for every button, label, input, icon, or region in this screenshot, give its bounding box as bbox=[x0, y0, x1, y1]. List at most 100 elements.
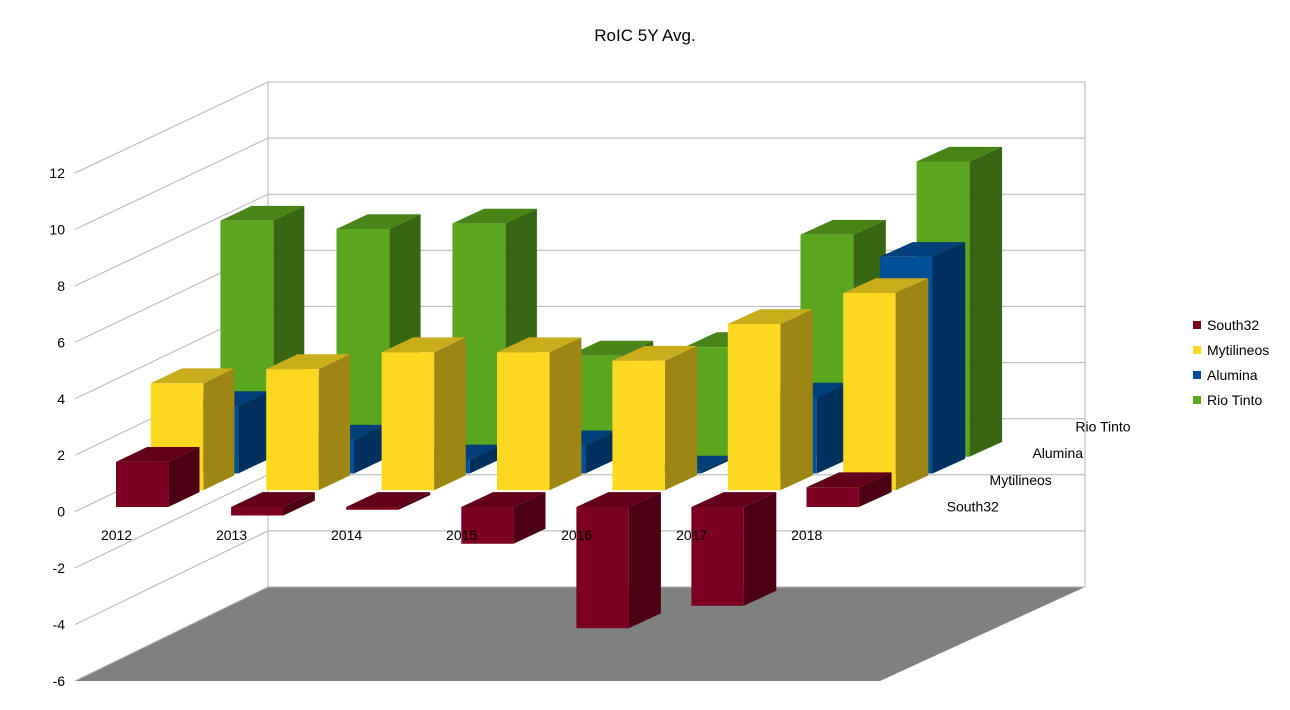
legend-swatch-alumina bbox=[1193, 370, 1201, 379]
bar-side bbox=[549, 337, 582, 491]
bar-south32-2012 bbox=[116, 447, 200, 507]
y-tick-label: 10 bbox=[49, 221, 65, 237]
legend-swatch-mytilineos bbox=[1193, 345, 1201, 354]
bar-side bbox=[398, 492, 431, 510]
bar-side bbox=[238, 391, 270, 474]
bar-side bbox=[628, 492, 661, 629]
x-axis-tick-labels: 2012 2013 2014 2015 2016 2017 2018 bbox=[101, 527, 823, 543]
bar-front bbox=[576, 507, 629, 629]
bar-top bbox=[879, 242, 966, 257]
depth-axis-series-labels: South32 Mytilineos Alumina Rio Tinto bbox=[947, 418, 1131, 514]
bar-mytilineos-2015 bbox=[497, 337, 582, 491]
bar-top bbox=[150, 368, 235, 384]
bar-top bbox=[727, 309, 813, 324]
y-axis-tick-labels: 12 10 8 6 4 2 0 -2 -4 -6 bbox=[49, 165, 65, 689]
depth-series-label-mytilineos: Mytilineos bbox=[990, 472, 1052, 488]
bar-top bbox=[916, 146, 1003, 162]
bar-mytilineos-2013 bbox=[266, 354, 351, 491]
bar-side bbox=[203, 368, 235, 491]
y-tick-label: -2 bbox=[53, 560, 66, 576]
x-tick-label: 2012 bbox=[101, 527, 132, 543]
bar-side bbox=[743, 492, 777, 606]
bar-south32-2013 bbox=[231, 492, 315, 516]
bar-side bbox=[701, 455, 734, 474]
x-tick-label: 2015 bbox=[446, 527, 477, 543]
bar-front bbox=[461, 507, 514, 544]
bar-side bbox=[283, 492, 315, 516]
y-tick-label: -6 bbox=[53, 673, 66, 689]
y-tick-label: 8 bbox=[57, 278, 65, 294]
x-tick-label: 2016 bbox=[561, 527, 592, 543]
x-tick-label: 2013 bbox=[216, 527, 247, 543]
y-tick-label: 0 bbox=[57, 504, 65, 520]
bar-side bbox=[895, 278, 929, 491]
chart-title: RoIC 5Y Avg. bbox=[594, 26, 696, 45]
bar-front bbox=[806, 487, 859, 507]
legend-label-rio-tinto: Rio Tinto bbox=[1207, 391, 1263, 408]
bar-front bbox=[612, 360, 665, 491]
chart-floor bbox=[75, 587, 1085, 681]
bar-top bbox=[568, 340, 654, 356]
bar-side bbox=[932, 242, 966, 474]
bar-side bbox=[434, 337, 466, 491]
x-tick-label: 2014 bbox=[331, 527, 362, 543]
bar-front bbox=[727, 324, 781, 491]
bar-side bbox=[513, 492, 546, 544]
bar-top bbox=[220, 205, 305, 221]
legend-label-alumina: Alumina bbox=[1207, 366, 1258, 383]
bar-side bbox=[354, 424, 386, 474]
bar-top bbox=[576, 492, 661, 507]
y-tick-label: 12 bbox=[49, 165, 65, 181]
legend-item-rio-tinto[interactable]: Rio Tinto bbox=[1193, 387, 1269, 412]
bar-top bbox=[800, 219, 886, 235]
bar-south32-2018 bbox=[806, 472, 892, 507]
x-tick-label: 2017 bbox=[676, 527, 707, 543]
bar-top bbox=[266, 354, 351, 370]
legend-item-mytilineos[interactable]: Mytilineos bbox=[1193, 337, 1269, 362]
bar-side bbox=[780, 309, 813, 491]
chart-bars bbox=[116, 146, 1003, 629]
bar-top bbox=[691, 492, 777, 507]
bar-front bbox=[231, 507, 284, 516]
bar-top bbox=[116, 447, 200, 462]
bar-side bbox=[318, 354, 351, 491]
y-tick-label: 4 bbox=[57, 391, 65, 407]
bar-front bbox=[691, 507, 744, 606]
bar-south32-2015 bbox=[461, 492, 546, 544]
bar-side bbox=[858, 472, 892, 507]
bar-front bbox=[116, 461, 169, 507]
legend-label-mytilineos: Mytilineos bbox=[1207, 341, 1270, 358]
bar-mytilineos-2016 bbox=[612, 345, 698, 491]
bar-side bbox=[969, 146, 1003, 457]
bar-side bbox=[469, 444, 502, 474]
bar-south32-2017 bbox=[691, 492, 777, 606]
y-tick-label: -4 bbox=[53, 617, 66, 633]
bar-top bbox=[461, 492, 546, 507]
bar-front bbox=[684, 347, 738, 457]
y-tick-label: 2 bbox=[57, 447, 65, 463]
depth-series-label-rio-tinto: Rio Tinto bbox=[1075, 418, 1130, 434]
depth-series-label-south32: South32 bbox=[947, 499, 999, 515]
bar-front bbox=[843, 293, 896, 491]
bar-south32-2014 bbox=[346, 492, 431, 510]
bar-front bbox=[497, 352, 550, 491]
bar-front bbox=[266, 369, 319, 491]
bar-top bbox=[806, 472, 892, 488]
bar-south32-2016 bbox=[576, 492, 661, 629]
bar-top bbox=[452, 208, 537, 224]
depth-series-label-alumina: Alumina bbox=[1032, 445, 1083, 461]
legend-swatch-rio-tinto bbox=[1193, 395, 1201, 404]
bar-side bbox=[168, 447, 200, 507]
bar-top bbox=[497, 337, 582, 353]
bar-top bbox=[381, 337, 466, 353]
bar-front bbox=[381, 352, 435, 491]
bar-top bbox=[336, 214, 421, 229]
bar-mytilineos-2017 bbox=[727, 309, 813, 491]
bar-top bbox=[346, 492, 431, 507]
bar-top bbox=[231, 492, 315, 507]
legend-item-south32[interactable]: South32 bbox=[1193, 312, 1269, 337]
legend-item-alumina[interactable]: Alumina bbox=[1193, 362, 1269, 387]
bar-side bbox=[816, 382, 850, 474]
bar-side bbox=[664, 345, 698, 491]
